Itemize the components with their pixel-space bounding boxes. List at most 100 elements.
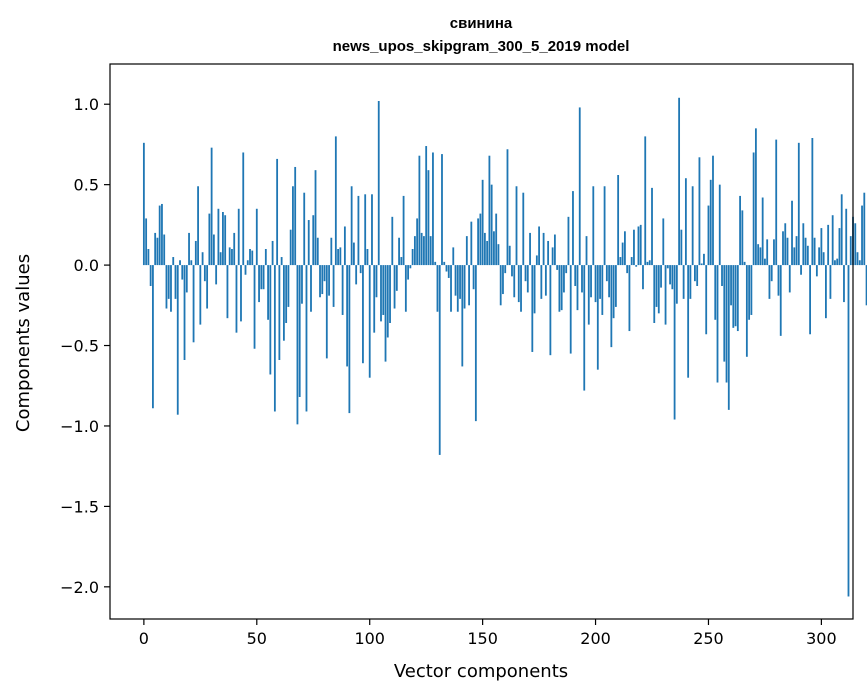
bar-235 xyxy=(673,265,676,420)
bar-305 xyxy=(831,215,834,266)
bar-153 xyxy=(488,155,491,266)
bar-103 xyxy=(375,265,378,298)
bar-74 xyxy=(310,265,312,312)
bar-67 xyxy=(294,166,297,266)
bar-76 xyxy=(314,170,317,266)
bar-198 xyxy=(590,265,592,298)
bar-147 xyxy=(474,265,477,422)
bar-311 xyxy=(845,208,848,266)
bar-1 xyxy=(145,218,148,266)
bar-45 xyxy=(244,265,247,275)
bar-150 xyxy=(481,179,484,266)
bar-82 xyxy=(328,265,330,296)
bar-258 xyxy=(725,265,728,383)
bar-33 xyxy=(217,208,220,266)
bar-72 xyxy=(305,265,308,412)
bar-155 xyxy=(493,231,495,266)
bar-312 xyxy=(847,265,850,597)
bar-9 xyxy=(163,234,166,266)
bar-237 xyxy=(678,97,681,266)
bar-187 xyxy=(565,265,568,274)
bar-282 xyxy=(779,265,782,336)
bar-48 xyxy=(251,250,254,266)
bar-101 xyxy=(371,194,373,266)
bar-308 xyxy=(838,228,841,266)
bar-64 xyxy=(287,265,290,307)
bar-191 xyxy=(574,265,577,286)
bar-171 xyxy=(529,232,531,266)
bar-156 xyxy=(495,213,498,266)
bar-160 xyxy=(504,265,507,274)
bar-275 xyxy=(764,258,766,266)
bar-146 xyxy=(472,265,475,290)
bar-87 xyxy=(339,247,342,266)
bar-13 xyxy=(172,257,175,266)
bar-264 xyxy=(739,195,741,266)
bar-118 xyxy=(409,265,412,269)
bar-121 xyxy=(416,218,419,266)
bar-251 xyxy=(709,179,712,266)
bar-25 xyxy=(199,265,202,325)
bar-125 xyxy=(425,146,428,266)
bar-203 xyxy=(601,265,604,315)
bar-197 xyxy=(587,265,590,325)
bar-131 xyxy=(438,265,441,455)
bar-228 xyxy=(657,265,660,314)
bar-29 xyxy=(208,213,211,266)
bar-62 xyxy=(282,265,285,341)
bar-70 xyxy=(301,265,303,304)
bar-184 xyxy=(558,265,561,312)
bar-152 xyxy=(486,240,489,266)
bar-216 xyxy=(630,257,633,266)
bar-320 xyxy=(865,265,867,306)
bar-283 xyxy=(782,231,784,266)
bar-261 xyxy=(732,265,735,328)
bar-158 xyxy=(499,265,502,306)
bar-61 xyxy=(280,257,283,266)
bar-181 xyxy=(551,247,554,266)
y-tick-label: −1.5 xyxy=(60,497,99,516)
bar-136 xyxy=(450,265,452,312)
bar-162 xyxy=(508,245,511,266)
bar-175 xyxy=(538,226,540,266)
bar-199 xyxy=(592,186,595,266)
bar-202 xyxy=(599,265,601,299)
x-axis-label: Vector components xyxy=(394,661,568,682)
bar-287 xyxy=(791,200,793,266)
bar-128 xyxy=(432,152,434,266)
bar-129 xyxy=(434,261,437,266)
bar-273 xyxy=(759,247,762,266)
bar-116 xyxy=(404,265,407,312)
bar-172 xyxy=(531,265,534,352)
bar-58 xyxy=(273,265,276,412)
bar-190 xyxy=(572,191,574,266)
bar-16 xyxy=(179,260,181,266)
bar-96 xyxy=(359,265,362,274)
bar-93 xyxy=(353,242,355,266)
bar-148 xyxy=(477,218,480,266)
bar-313 xyxy=(849,236,852,266)
bar-69 xyxy=(298,265,301,397)
bar-137 xyxy=(452,247,455,266)
bar-2 xyxy=(147,249,150,266)
bar-99 xyxy=(366,249,369,266)
bar-154 xyxy=(490,184,493,266)
bar-95 xyxy=(357,195,360,266)
bar-41 xyxy=(235,265,238,333)
bar-38 xyxy=(228,247,231,266)
bar-279 xyxy=(773,239,775,266)
bar-130 xyxy=(436,265,439,312)
bar-196 xyxy=(585,236,588,266)
bar-75 xyxy=(312,215,315,266)
bar-167 xyxy=(520,265,522,312)
bar-244 xyxy=(694,265,696,282)
bar-170 xyxy=(526,265,529,293)
bar-20 xyxy=(188,232,190,266)
bar-92 xyxy=(350,186,353,266)
bar-214 xyxy=(626,265,629,274)
x-axis-ticks: 0 50 100 150 200 250 300 xyxy=(139,619,837,648)
bar-85 xyxy=(334,136,337,266)
bar-115 xyxy=(402,195,405,266)
bar-303 xyxy=(827,224,830,266)
bar-83 xyxy=(330,237,333,266)
